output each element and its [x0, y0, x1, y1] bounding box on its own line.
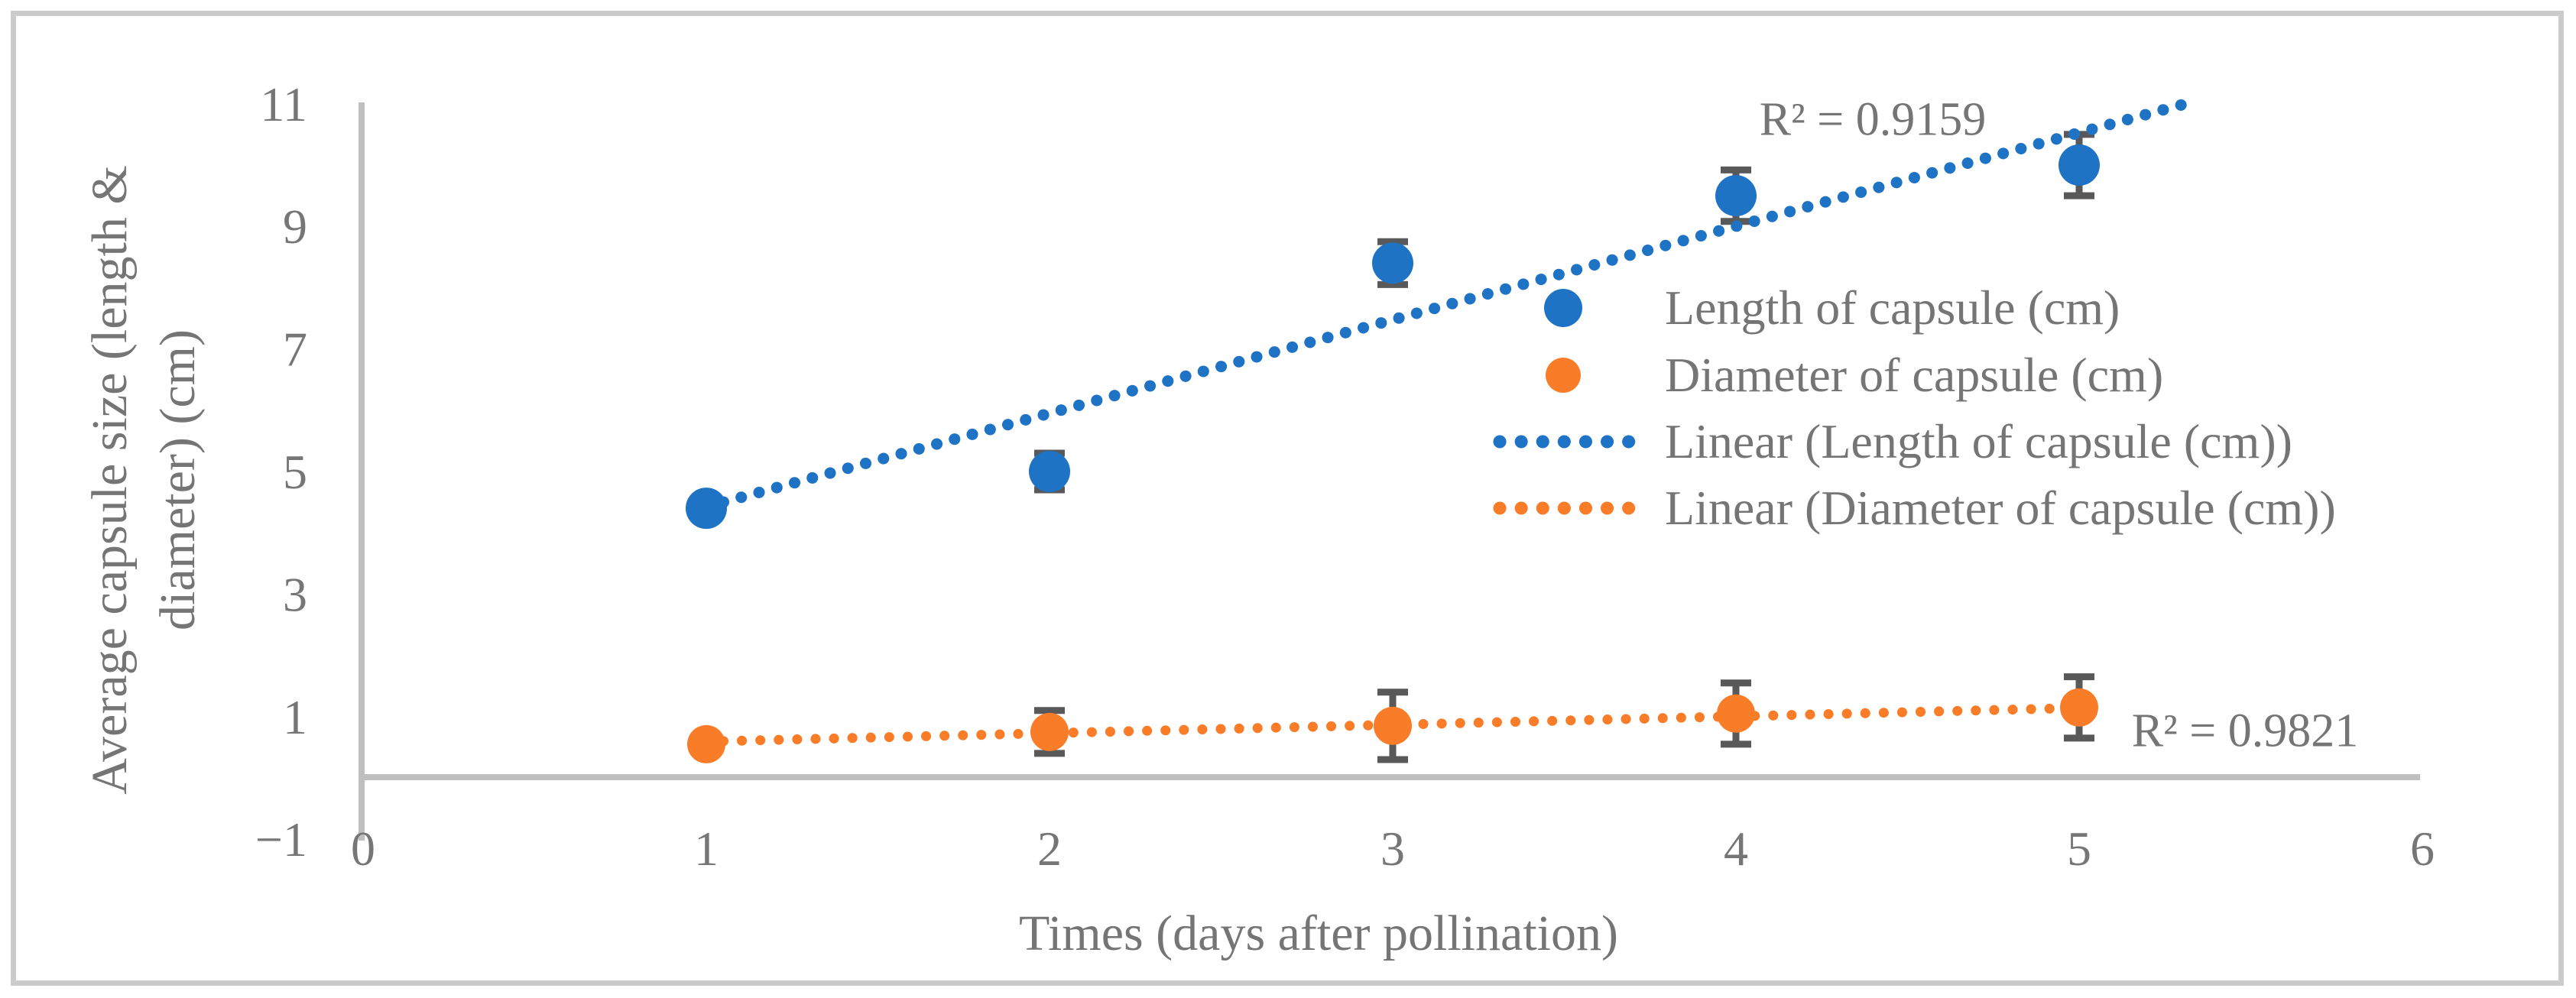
trendline-length [717, 98, 2192, 508]
point-diameter-day-2 [1030, 712, 1069, 751]
x-tick-label: 5 [2067, 821, 2091, 876]
point-diameter-day-3 [1374, 706, 1412, 745]
x-tick-label: 3 [1380, 821, 1405, 876]
x-tick-label: 0 [351, 821, 375, 876]
point-diameter-day-4 [1717, 694, 1755, 733]
y-tick-label: 3 [283, 567, 307, 621]
r-squared-length-annotation: R² = 0.9159 [1759, 93, 1987, 146]
legend-marker-linear-diameter-dotted-icon [1493, 501, 1643, 515]
legend-label-length: Length of capsule (cm) [1665, 280, 2120, 335]
point-length-day-3 [1372, 242, 1413, 284]
x-tick-label: 6 [2410, 821, 2435, 876]
y-tick-label: 1 [283, 690, 307, 744]
point-length-day-1 [686, 488, 727, 530]
legend-label-diameter: Diameter of capsule (cm) [1665, 348, 2164, 402]
outer-border [11, 11, 2564, 986]
y-tick-label: 9 [283, 199, 307, 254]
legend-item-linear-diameter: Linear (Diameter of capsule (cm)) [1491, 481, 2336, 535]
legend-marker-diameter-circle-icon [1546, 358, 1581, 393]
point-diameter-day-1 [687, 724, 725, 763]
plot-series-layer: 0 1 2 3 4 5 6 11 9 7 5 3 1 −1 [255, 77, 2435, 876]
y-axis-title-line2: diameter) (cm) [150, 329, 206, 630]
point-length-day-5 [2059, 144, 2100, 186]
y-axis-title: Average capsule size (length & diameter)… [76, 98, 212, 862]
legend-item-diameter: Diameter of capsule (cm) [1491, 348, 2163, 402]
legend-label-linear-diameter: Linear (Diameter of capsule (cm)) [1665, 481, 2336, 535]
legend-item-length: Length of capsule (cm) [1491, 280, 2120, 335]
legend-marker-length-circle-icon [1544, 289, 1582, 327]
legend-label-linear-length: Linear (Length of capsule (cm)) [1665, 414, 2292, 468]
y-tick-label: −1 [255, 812, 307, 867]
x-tick-label: 4 [1724, 821, 1748, 876]
x-tick-label: 2 [1037, 821, 1062, 876]
y-tick-label: 11 [260, 77, 307, 131]
point-length-day-4 [1715, 175, 1757, 217]
x-tick-label: 1 [694, 821, 719, 876]
point-length-day-2 [1029, 451, 1070, 492]
r-squared-diameter-annotation: R² = 0.9821 [2131, 705, 2359, 757]
legend-item-linear-length: Linear (Length of capsule (cm)) [1491, 414, 2292, 468]
y-tick-label: 5 [283, 445, 307, 499]
legend-marker-linear-length-dotted-icon [1493, 435, 1643, 449]
y-tick-label: 7 [283, 322, 307, 377]
point-diameter-day-5 [2060, 688, 2098, 727]
x-axis-title: Times (days after pollination) [1019, 906, 1618, 961]
y-axis-title-line1: Average capsule size (length & [81, 165, 138, 795]
